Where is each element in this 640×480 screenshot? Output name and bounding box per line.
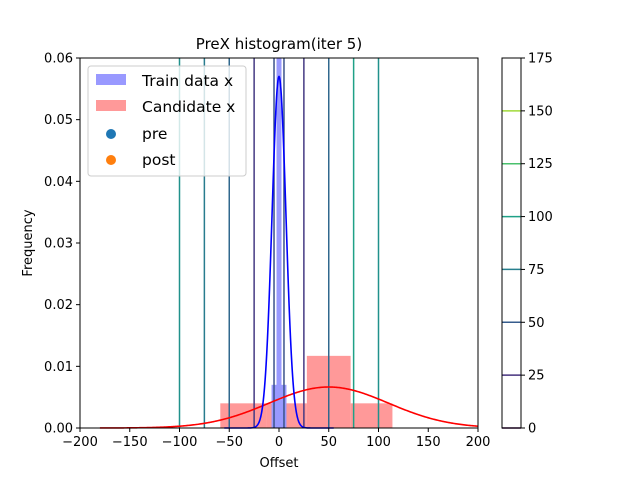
colorbar-ticks: 0 25 50 75 100 125 150 175 [521, 52, 553, 437]
x-tick-label: −200 [62, 435, 98, 450]
colorbar-frame [501, 57, 522, 429]
legend-label-pre: pre [142, 125, 167, 143]
colorbar-tick-label: 50 [528, 316, 545, 331]
x-tick-label: −50 [216, 435, 243, 450]
chart-title: PreX histogram(iter 5) [196, 35, 362, 53]
legend-label-post: post [142, 151, 175, 169]
y-axis-label: Frequency [21, 209, 36, 276]
x-tick-label: 100 [366, 435, 391, 450]
colorbar-tick-label: 100 [528, 210, 553, 225]
colorbar-tick-label: 150 [528, 104, 553, 119]
train-bar-1 [276, 58, 282, 428]
colorbar-tick-label: 0 [528, 422, 536, 437]
legend-label-train: Train data x [141, 72, 233, 90]
x-tick-label: 150 [416, 435, 441, 450]
colorbar-tick-label: 25 [528, 369, 545, 384]
colorbar-background [502, 58, 521, 428]
colorbar-tick-label: 125 [528, 157, 553, 172]
legend-marker-pre [106, 129, 116, 139]
y-tick-label: 0.03 [44, 237, 73, 252]
y-tick-label: 0.00 [44, 422, 73, 437]
x-tick-label: −150 [112, 435, 148, 450]
candidate-fit-curve [99, 386, 479, 429]
x-tick-label: 200 [466, 435, 491, 450]
y-tick-label: 0.06 [44, 52, 73, 67]
x-tick-label: −100 [162, 435, 198, 450]
x-tick-label: 0 [275, 435, 283, 450]
y-tick-label: 0.01 [44, 360, 73, 375]
legend-swatch-train [96, 74, 126, 85]
legend-swatch-candidate [96, 100, 126, 111]
y-tick-label: 0.05 [44, 113, 73, 128]
x-axis-ticks: −200 −150 −100 −50 0 50 100 150 200 [62, 428, 490, 450]
colorbar: 0 25 50 75 100 125 150 175 [501, 52, 553, 437]
candidate-bar-3 [350, 403, 393, 428]
legend-marker-post [106, 155, 116, 165]
legend-box [87, 65, 247, 177]
colorbar-tick-label: 75 [528, 263, 545, 278]
y-tick-label: 0.04 [44, 175, 73, 190]
colorbar-tick-label: 175 [528, 52, 553, 67]
y-tick-label: 0.02 [44, 298, 73, 313]
x-tick-label: 50 [320, 435, 337, 450]
x-axis-label: Offset [259, 456, 298, 471]
legend: Train data x Candidate x pre post [87, 65, 247, 177]
y-axis-ticks: 0.00 0.01 0.02 0.03 0.04 0.05 0.06 [44, 52, 80, 437]
legend-label-candidate: Candidate x [142, 98, 235, 116]
